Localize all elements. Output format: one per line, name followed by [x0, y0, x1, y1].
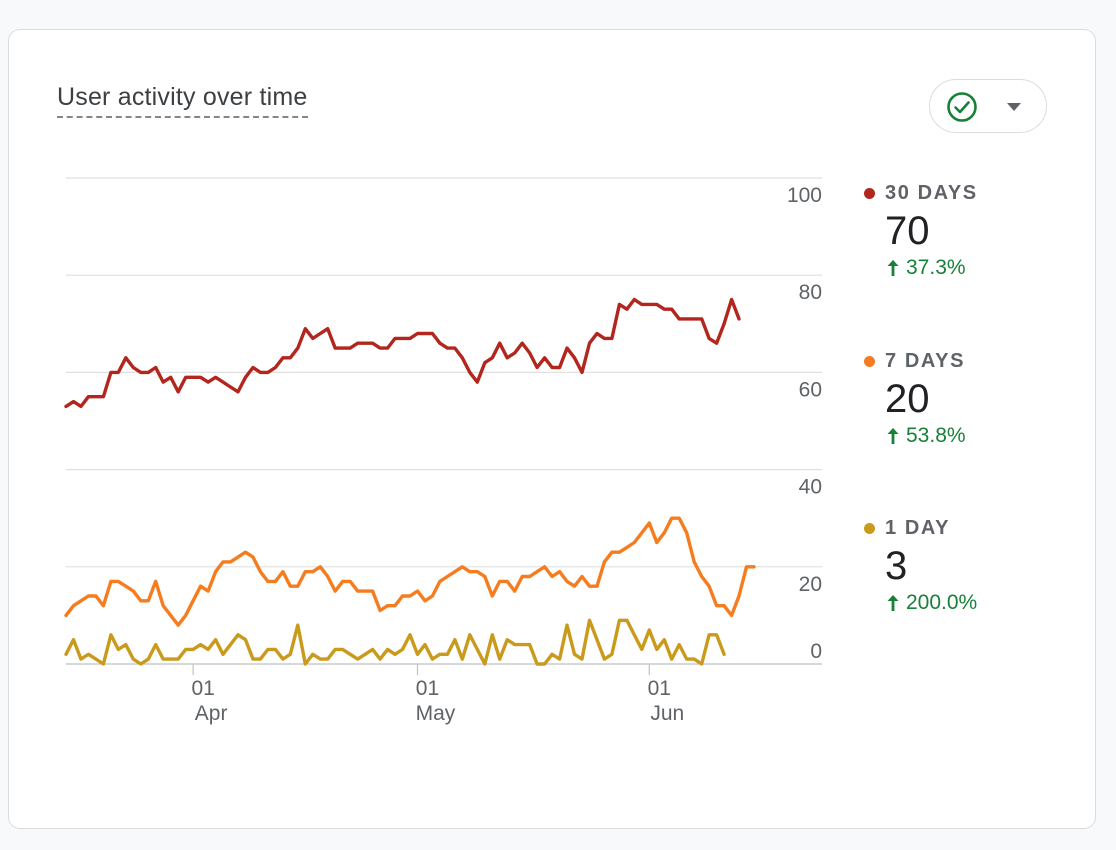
- legend-label: 7 DAYS: [885, 349, 966, 372]
- legend-change: 200.0%: [906, 591, 978, 614]
- chart-card: User activity over time: [8, 29, 1096, 829]
- check-circle-icon: [947, 92, 977, 122]
- legend-value: 20: [885, 377, 930, 421]
- y-tick-label: 40: [799, 476, 822, 499]
- arrow-up-icon: [887, 595, 899, 611]
- y-tick-label: 60: [799, 378, 822, 401]
- legend-value: 3: [885, 544, 908, 588]
- caret-down-icon: [1007, 103, 1021, 111]
- series-line-7-days: [64, 516, 756, 627]
- legend-item-30-days: 30 DAYS 70 37.3%: [864, 180, 978, 280]
- x-tick-day: 01: [416, 677, 439, 700]
- series-line-30-days: [64, 297, 741, 409]
- x-tick-month: Jun: [650, 702, 684, 725]
- legend-dot: [864, 187, 875, 199]
- legend-label: 30 DAYS: [885, 181, 978, 204]
- x-tick-month: May: [416, 702, 456, 725]
- arrow-up-icon: [887, 260, 899, 276]
- legend-change: 53.8%: [906, 424, 966, 447]
- status-dropdown[interactable]: [929, 79, 1047, 133]
- legend-value: 70: [885, 209, 930, 253]
- x-tick-month: Apr: [195, 702, 228, 725]
- legend-dot: [864, 522, 875, 534]
- legend-item-7-days: 7 DAYS 20 53.8%: [864, 348, 966, 448]
- card-title[interactable]: User activity over time: [57, 82, 308, 118]
- x-tick-day: 01: [191, 677, 214, 700]
- y-tick-label: 100: [787, 184, 822, 207]
- legend-item-1-day: 1 DAY 3 200.0%: [864, 515, 977, 615]
- y-tick-label: 20: [799, 573, 822, 596]
- series-line-1-day: [64, 618, 726, 666]
- x-tick-day: 01: [648, 677, 671, 700]
- arrow-up-icon: [887, 428, 899, 444]
- y-tick-label: 80: [799, 281, 822, 304]
- legend-dot: [864, 355, 875, 367]
- y-tick-label: 0: [810, 640, 822, 663]
- legend-label: 1 DAY: [885, 516, 951, 539]
- legend-change: 37.3%: [906, 256, 966, 279]
